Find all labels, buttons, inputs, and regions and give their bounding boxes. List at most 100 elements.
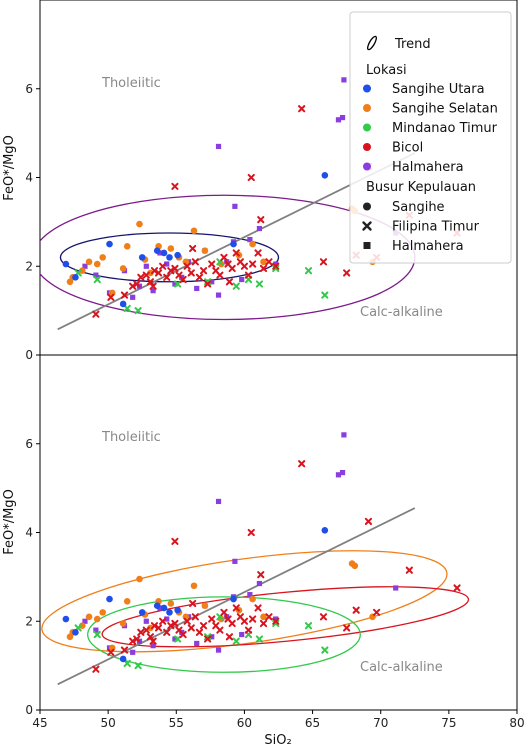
bottom-point-sangihe-selatan <box>78 622 86 629</box>
top-point-mindanao-timur <box>321 291 329 299</box>
bottom-point-bicol <box>364 517 373 526</box>
bottom-point-mindanao-timur <box>232 637 240 645</box>
top-y-tick-label: 4 <box>25 171 33 185</box>
bottom-point-sangihe-selatan <box>119 620 127 627</box>
top-point-mindanao-timur <box>304 267 313 275</box>
bottom-point-bicol <box>298 460 306 468</box>
top-region-label-tholeiitic: Tholeiitic <box>101 76 161 91</box>
top-point-sangihe-selatan <box>136 220 143 228</box>
top-point-sangihe-utara <box>166 254 173 261</box>
legend-lokasi-label: Mindanao Timur <box>392 121 498 136</box>
bottom-point-bicol <box>187 624 195 632</box>
bottom-point-bicol <box>171 537 179 545</box>
bottom-point-mindanao-timur <box>93 630 101 639</box>
top-point-bicol <box>179 275 187 284</box>
top-point-sangihe-utara <box>153 247 161 255</box>
top-point-sangihe-selatan <box>78 267 86 274</box>
top-point-mindanao-timur <box>93 275 101 284</box>
bottom-point-sangihe-selatan <box>167 600 175 607</box>
top-point-bicol <box>199 267 208 275</box>
bottom-point-sangihe-selatan <box>147 624 154 632</box>
top-y-tick-label: 0 <box>25 348 33 362</box>
bottom-region-label-calc-alkaline: Calc-alkaline <box>360 660 443 675</box>
x-tick-label: 65 <box>305 716 320 730</box>
top-point-halmahera <box>273 261 279 267</box>
bottom-point-halmahera <box>232 558 238 564</box>
top-point-bicol <box>107 293 115 301</box>
bottom-point-sangihe-utara <box>62 615 70 623</box>
top-point-halmahera <box>341 77 347 83</box>
legend-busur-label: Sangihe <box>392 200 445 215</box>
bottom-trend-line <box>57 507 416 686</box>
bottom-point-sangihe-utara <box>138 609 146 616</box>
bottom-point-bicol <box>220 608 228 616</box>
bottom-point-bicol <box>179 630 187 639</box>
top-point-bicol <box>187 269 195 277</box>
bottom-point-bicol <box>167 622 175 630</box>
legend-lokasi-label: Halmahera <box>392 160 464 175</box>
top-y-tick-label: 2 <box>25 259 33 273</box>
bottom-point-bicol <box>204 635 212 643</box>
bottom-point-bicol <box>208 615 216 623</box>
top-point-sangihe-utara <box>106 240 113 248</box>
top-point-bicol <box>92 310 100 318</box>
bottom-point-bicol <box>247 528 255 537</box>
bottom-point-bicol <box>195 628 204 636</box>
top-point-halmahera <box>215 143 222 150</box>
bottom-point-sangihe-selatan <box>99 609 106 616</box>
legend-busur-label: Filipina Timur <box>392 220 480 235</box>
bottom-point-bicol <box>146 633 154 641</box>
bottom-point-bicol <box>183 617 191 625</box>
bottom-point-bicol <box>254 604 262 612</box>
bottom-point-sangihe-utara <box>106 595 113 603</box>
top-point-bicol <box>195 273 204 281</box>
x-tick-label: 50 <box>101 716 116 730</box>
top-y-axis-title: FeO*/MgO <box>2 135 17 201</box>
bottom-point-halmahera <box>339 469 346 476</box>
bottom-point-bicol <box>150 622 159 630</box>
top-point-sangihe-selatan <box>119 265 127 272</box>
bottom-point-bicol <box>191 613 199 621</box>
top-point-bicol <box>189 244 197 253</box>
legend-lokasi-marker <box>363 123 371 132</box>
top-point-sangihe-utara <box>174 251 181 259</box>
bottom-ellipse-bicol <box>101 586 470 648</box>
top-point-bicol <box>228 264 236 273</box>
bottom-points <box>62 432 461 673</box>
top-point-sangihe-selatan <box>190 227 198 235</box>
top-point-mindanao-timur <box>134 307 142 315</box>
bottom-point-sangihe-selatan <box>260 613 267 621</box>
bottom-point-sangihe-utara <box>119 655 127 663</box>
top-point-bicol <box>167 267 175 275</box>
legend-lokasi-items: Sangihe Utara Sangihe Selatan Mindanao Tim… <box>363 82 498 175</box>
top-point-halmahera <box>215 292 222 298</box>
top-point-halmahera <box>209 279 215 285</box>
bottom-point-bicol <box>159 617 167 625</box>
top-point-bicol <box>159 262 167 270</box>
bottom-point-bicol <box>163 628 171 636</box>
top-point-halmahera <box>157 250 163 256</box>
bottom-point-sangihe-selatan <box>190 582 198 590</box>
bottom-point-sangihe-utara <box>230 595 237 603</box>
top-point-bicol <box>272 262 280 270</box>
top-point-halmahera <box>82 263 88 269</box>
top-point-bicol <box>257 216 265 224</box>
legend-busur-items: Sangihe Filipina Timur Halmahera <box>362 200 480 254</box>
legend-trend-swatch <box>367 35 377 51</box>
top-point-halmahera <box>256 225 263 232</box>
top-point-bicol <box>240 262 249 270</box>
top-point-bicol <box>319 258 328 266</box>
bottom-point-halmahera <box>247 592 253 598</box>
top-point-bicol <box>254 249 262 257</box>
bottom-point-mindanao-timur <box>304 622 313 630</box>
bottom-point-halmahera <box>93 627 99 633</box>
bottom-point-bicol <box>352 606 360 614</box>
top-point-mindanao-timur <box>174 280 182 288</box>
top-point-mindanao-timur <box>255 280 264 288</box>
legend-busur-marker <box>362 221 372 231</box>
bottom-region-label-tholeiitic: Tholeiitic <box>101 430 161 445</box>
bottom-panel: 0 2 4 6 45 50 55 60 65 70 75 80 Tholeiitic Calc-al… <box>2 354 525 748</box>
bottom-point-bicol <box>257 571 265 579</box>
top-point-halmahera <box>164 261 170 267</box>
bottom-point-bicol <box>199 622 208 630</box>
